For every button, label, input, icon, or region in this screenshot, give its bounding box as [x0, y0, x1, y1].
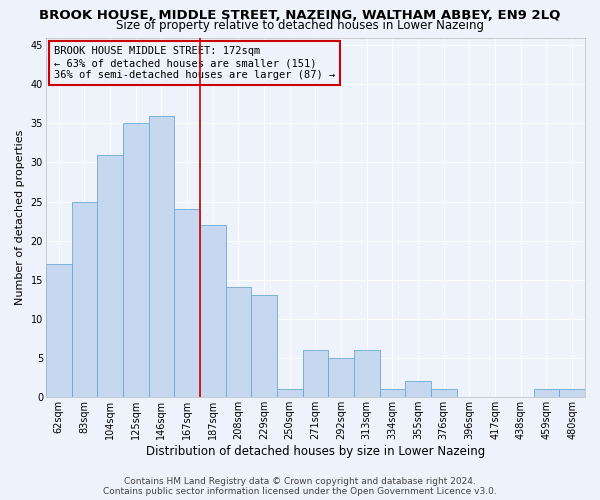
Y-axis label: Number of detached properties: Number of detached properties	[15, 130, 25, 305]
Bar	[149, 116, 174, 397]
Bar	[174, 210, 200, 397]
Bar	[200, 225, 226, 397]
Bar	[277, 389, 302, 397]
Bar	[302, 350, 328, 397]
Bar	[405, 381, 431, 397]
Text: BROOK HOUSE MIDDLE STREET: 172sqm
← 63% of detached houses are smaller (151)
36%: BROOK HOUSE MIDDLE STREET: 172sqm ← 63% …	[54, 46, 335, 80]
Bar	[328, 358, 354, 397]
Bar	[559, 389, 585, 397]
Text: Size of property relative to detached houses in Lower Nazeing: Size of property relative to detached ho…	[116, 19, 484, 32]
Bar	[71, 202, 97, 397]
Bar	[251, 296, 277, 397]
Bar	[533, 389, 559, 397]
X-axis label: Distribution of detached houses by size in Lower Nazeing: Distribution of detached houses by size …	[146, 444, 485, 458]
Bar	[354, 350, 380, 397]
Bar	[123, 124, 149, 397]
Bar	[380, 389, 405, 397]
Bar	[97, 154, 123, 397]
Text: BROOK HOUSE, MIDDLE STREET, NAZEING, WALTHAM ABBEY, EN9 2LQ: BROOK HOUSE, MIDDLE STREET, NAZEING, WAL…	[40, 9, 560, 22]
Bar	[46, 264, 71, 397]
Text: Contains HM Land Registry data © Crown copyright and database right 2024.
Contai: Contains HM Land Registry data © Crown c…	[103, 476, 497, 496]
Bar	[431, 389, 457, 397]
Bar	[226, 288, 251, 397]
